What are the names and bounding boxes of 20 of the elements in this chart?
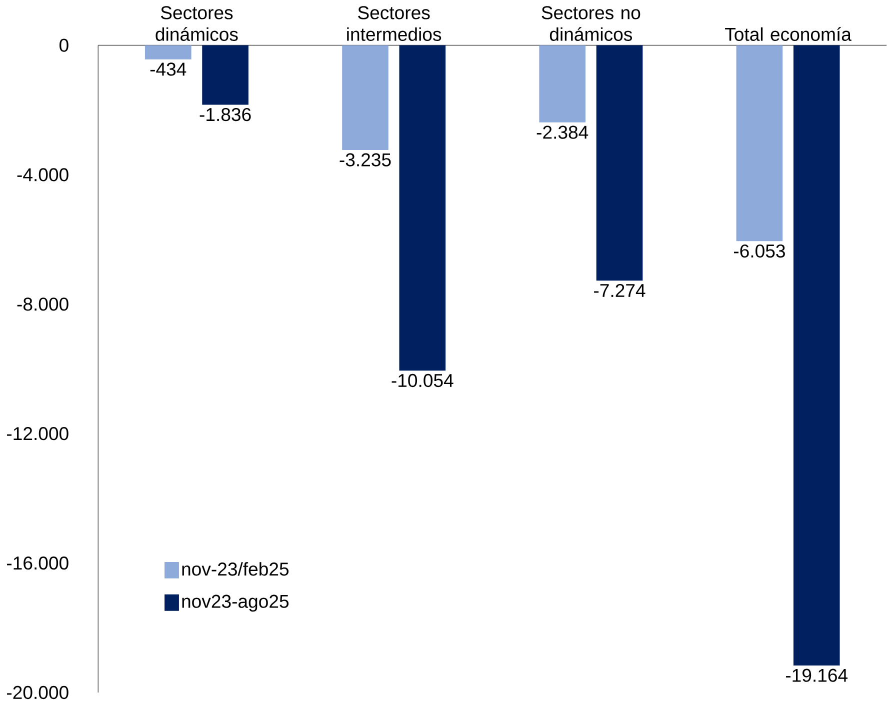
legend-label: nov23-ago25 bbox=[182, 594, 289, 612]
y-tick-label: -16.000 bbox=[7, 556, 68, 570]
legend-label: nov-23/feb25 bbox=[182, 562, 289, 576]
x-tick-label: Total economía bbox=[725, 26, 852, 41]
data-label: -3.235 bbox=[340, 153, 391, 166]
x-tick-label: Sectores dinámicos bbox=[156, 6, 238, 41]
data-label: -2.384 bbox=[536, 126, 588, 139]
y-tick-label: -4.000 bbox=[17, 168, 68, 182]
x-tick-label: Sectores no dinámicos bbox=[542, 6, 640, 41]
data-label: -7.274 bbox=[594, 284, 646, 297]
y-tick-label: -20.000 bbox=[7, 686, 68, 699]
y-tick-label: -12.000 bbox=[7, 426, 68, 440]
x-tick-label: Sectores intermedios bbox=[347, 6, 442, 41]
data-label: -19.164 bbox=[786, 668, 848, 682]
data-label: -10.054 bbox=[392, 374, 454, 387]
data-label: -6.053 bbox=[734, 244, 785, 258]
data-label: -434 bbox=[150, 62, 186, 76]
data-label: -1.836 bbox=[200, 108, 251, 121]
y-tick-label: 0 bbox=[60, 38, 68, 52]
y-tick-label: -8.000 bbox=[17, 297, 68, 311]
